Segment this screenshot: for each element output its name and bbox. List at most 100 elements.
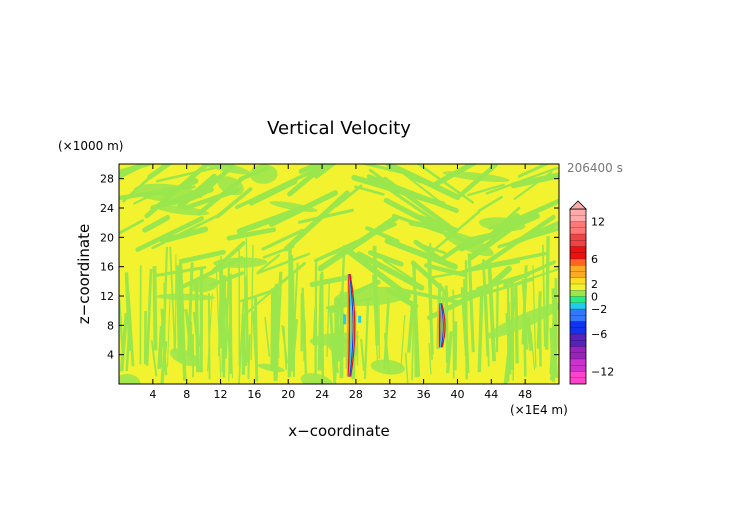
field-streak: [320, 271, 325, 380]
field-patch: [119, 374, 141, 384]
wave-core-low: [358, 315, 362, 323]
field-band: [365, 226, 400, 244]
field-streak: [523, 331, 527, 377]
field-streak: [467, 253, 475, 353]
time-label: 206400 s: [567, 161, 623, 175]
field-band: [226, 227, 277, 241]
field-band: [400, 288, 463, 305]
field-streak: [363, 298, 370, 380]
field-streak: [238, 249, 241, 367]
field-band: [382, 259, 416, 282]
wave-feature-1: [343, 273, 362, 377]
field-band: [367, 250, 404, 267]
field-patch: [269, 201, 318, 212]
field-band: [389, 164, 449, 210]
field-band: [256, 252, 311, 275]
field-streak: [360, 338, 366, 372]
field-streak: [229, 292, 234, 379]
field-streak: [126, 291, 135, 367]
field-band: [418, 214, 460, 232]
x-tick-label: 32: [383, 388, 397, 401]
x-tick-label: 40: [450, 388, 464, 401]
field-streak: [139, 265, 142, 365]
x-axis: 4 8 12 16 20 24 28 32 36 40 44 48: [149, 164, 532, 401]
field-streak: [166, 294, 171, 368]
field-band: [119, 219, 145, 235]
field-streak: [477, 291, 484, 373]
colorbar-label: −2: [591, 303, 607, 316]
field-streak: [282, 326, 288, 370]
field-band: [410, 260, 445, 292]
field-band: [517, 164, 550, 178]
field-band: [178, 249, 226, 264]
y-axis-label: z−coordinate: [75, 224, 93, 324]
field-streak: [464, 260, 468, 380]
wave-feature-2: [437, 303, 446, 348]
wave-core-low: [343, 314, 347, 325]
field-band: [510, 267, 559, 287]
field-band: [215, 187, 253, 219]
heatmap-field: [119, 164, 559, 384]
field-band: [262, 245, 295, 259]
field-band: [261, 228, 305, 251]
field-patch: [442, 171, 510, 183]
field-band: [382, 176, 453, 230]
colorbar-label: 6: [591, 253, 598, 266]
field-band: [309, 274, 353, 288]
field-band: [366, 174, 459, 214]
wave-strand: [440, 303, 446, 348]
field-streak: [301, 287, 308, 374]
y-tick-label: 4: [107, 349, 114, 362]
field-patch: [478, 217, 526, 232]
colorbar: 12 6 20−2 −6 −12: [569, 200, 614, 385]
x-axis-unit: (×1E4 m): [510, 403, 568, 417]
colorbar-label: −12: [591, 366, 614, 379]
field-streak: [145, 269, 153, 366]
field-patch: [300, 373, 334, 384]
wave-strand: [440, 303, 444, 348]
field-band: [154, 266, 207, 277]
field-streak: [312, 308, 317, 346]
y-tick-label: 20: [100, 231, 114, 244]
field-streak: [199, 266, 204, 373]
field-band: [429, 260, 521, 279]
field-patch: [249, 164, 278, 184]
y-axis: 4 8 12 16 20 24 28: [100, 173, 559, 362]
x-tick-label: 44: [484, 388, 498, 401]
x-axis-label: x−coordinate: [288, 422, 389, 440]
field-band: [257, 254, 281, 274]
colorbar-label: 2: [591, 278, 598, 291]
plot-frame: [118, 163, 560, 385]
field-patch: [370, 359, 405, 375]
field-streak: [415, 295, 419, 375]
colorbar-segment: [570, 290, 586, 297]
field-streak: [289, 319, 299, 372]
field-streak: [407, 304, 415, 353]
y-tick-label: 16: [100, 261, 114, 274]
x-tick-label: 4: [149, 388, 156, 401]
field-band: [510, 172, 559, 189]
field-patch: [156, 205, 210, 216]
chart-title: Vertical Velocity: [267, 118, 411, 139]
field-band: [283, 190, 350, 252]
wave-strand: [348, 273, 352, 377]
wave-strand: [347, 273, 351, 377]
wave-strand: [349, 273, 354, 377]
field-streak: [481, 259, 490, 357]
field-streak: [400, 315, 406, 370]
field-band: [415, 242, 447, 255]
field-band: [497, 227, 559, 249]
colorbar-segment: [570, 277, 586, 284]
field-band: [314, 164, 337, 179]
field-band: [430, 164, 478, 188]
field-band: [354, 185, 385, 196]
field-streak: [428, 342, 432, 375]
field-streak: [194, 281, 200, 373]
field-band: [467, 183, 505, 197]
field-streak: [184, 309, 193, 352]
field-band: [383, 197, 444, 232]
field-patch: [133, 183, 199, 203]
wave-strand: [439, 303, 443, 348]
field-band: [455, 263, 484, 276]
y-tick-label: 24: [100, 202, 114, 215]
